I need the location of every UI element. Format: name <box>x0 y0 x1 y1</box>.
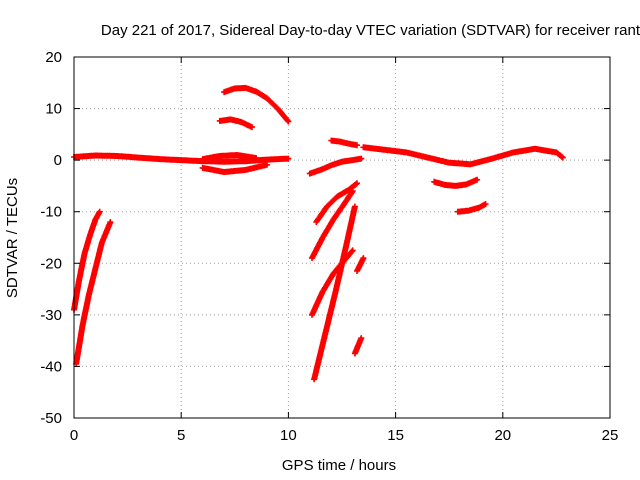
series-late-cluster <box>306 155 365 177</box>
series-rise-a <box>313 180 360 225</box>
x-tick-label: 10 <box>280 427 297 444</box>
x-tick-label: 0 <box>70 427 78 444</box>
data-markers <box>306 155 365 177</box>
y-tick-label: -20 <box>40 255 62 272</box>
series-rise-d <box>311 203 358 383</box>
series-stub-1 <box>354 255 367 274</box>
data-markers <box>360 144 566 168</box>
grid <box>74 57 610 418</box>
y-tick-label: -30 <box>40 307 62 324</box>
data-markers <box>216 116 255 131</box>
series-evening <box>360 144 566 168</box>
x-tick-label: 25 <box>602 427 619 444</box>
series-stub-2 <box>351 335 365 357</box>
data-markers <box>73 219 114 367</box>
series-early-rise-2 <box>73 219 114 367</box>
series-arc-low-2 <box>454 201 489 215</box>
y-tick-label: -40 <box>40 358 62 375</box>
y-tick-label: 0 <box>54 152 62 169</box>
series-bump-6-9 <box>199 152 260 163</box>
series-dip-6-9 <box>199 161 270 175</box>
y-tick-label: -50 <box>40 410 62 427</box>
data-markers <box>309 188 356 262</box>
y-tick-label: -10 <box>40 204 62 221</box>
data-markers <box>221 84 292 125</box>
chart-title: Day 221 of 2017, Sidereal Day-to-day VTE… <box>101 22 640 39</box>
data-markers <box>199 161 270 175</box>
data-markers <box>311 203 358 383</box>
y-axis-label: SDTVAR / TECUs <box>4 178 21 298</box>
data-markers <box>454 201 489 215</box>
series-arc-mid <box>216 116 255 131</box>
data-markers <box>313 180 360 225</box>
data-markers <box>431 176 481 189</box>
plot-frame <box>73 56 611 419</box>
data-markers <box>351 335 365 357</box>
x-tick-label: 15 <box>387 427 404 444</box>
series-arc-high <box>221 84 292 125</box>
data-markers <box>354 255 367 274</box>
axis-ticks: 0 5 10 15 20 25 -50 -40 -30 -20 -10 0 10 20 <box>40 49 618 444</box>
x-axis-label: GPS time / hours <box>282 457 396 474</box>
series-late-high-pair <box>328 137 360 149</box>
data-markers <box>199 152 260 163</box>
y-tick-label: 20 <box>45 49 62 66</box>
y-tick-label: 10 <box>45 101 62 118</box>
data-layer <box>71 84 566 383</box>
series-rise-b <box>309 188 356 262</box>
series-arc-low-1 <box>431 176 481 189</box>
x-tick-label: 20 <box>494 427 511 444</box>
data-markers <box>328 137 360 149</box>
x-tick-label: 5 <box>177 427 185 444</box>
